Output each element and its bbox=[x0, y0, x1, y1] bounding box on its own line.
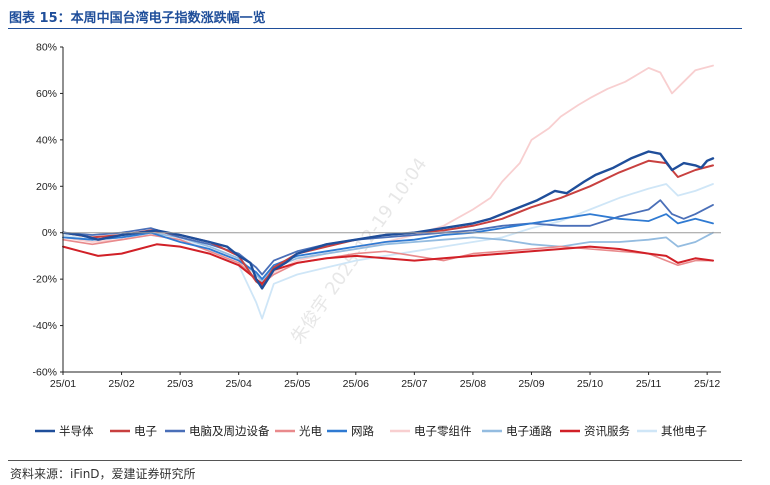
x-tick-label: 25/01 bbox=[50, 378, 76, 390]
y-tick-label: 20% bbox=[36, 181, 57, 193]
axes: 80% 60% 40% 20% 0% -20% -40% -60%25/01 25/02 25/0… bbox=[32, 42, 721, 390]
legend-label-5: 电子零组件 bbox=[414, 424, 472, 438]
x-tick-label: 25/04 bbox=[226, 378, 252, 390]
y-tick-label: -40% bbox=[32, 320, 57, 332]
series-line-2 bbox=[62, 199, 714, 276]
series-line-0 bbox=[61, 150, 715, 290]
x-tick-label: 25/07 bbox=[401, 378, 427, 390]
legend-label-1: 电子 bbox=[134, 424, 157, 438]
series-line-4 bbox=[62, 213, 714, 280]
legend-label-8: 其他电子 bbox=[661, 424, 707, 438]
y-tick-label: 40% bbox=[36, 134, 57, 146]
x-tick-label: 25/10 bbox=[577, 378, 603, 390]
x-tick-label: 25/09 bbox=[518, 378, 544, 390]
x-tick-label: 25/02 bbox=[108, 378, 134, 390]
title-divider bbox=[8, 28, 742, 29]
series-line-6 bbox=[62, 231, 714, 283]
series-lines bbox=[61, 64, 715, 320]
source-divider bbox=[8, 460, 742, 461]
series-line-7 bbox=[62, 243, 714, 285]
legend: 半导体 电子 电脑及周边设备 光电 网路 电子零组件 电子通路 资讯服务 其他电子 bbox=[35, 424, 707, 438]
legend-label-6: 电子通路 bbox=[506, 424, 552, 438]
y-tick-label: 80% bbox=[36, 42, 57, 54]
legend-label-7: 资讯服务 bbox=[584, 424, 630, 438]
legend-label-0: 半导体 bbox=[59, 424, 94, 438]
legend-label-4: 网路 bbox=[351, 424, 374, 438]
chart-title: 图表 15：本周中国台湾电子指数涨跌幅一览 bbox=[9, 11, 266, 26]
legend-label-3: 光电 bbox=[299, 424, 322, 438]
y-tick-label: 60% bbox=[36, 88, 57, 100]
series-line-5 bbox=[62, 64, 714, 287]
legend-label-2: 电脑及周边设备 bbox=[189, 424, 270, 438]
x-tick-label: 25/11 bbox=[636, 378, 662, 390]
x-tick-label: 25/05 bbox=[284, 378, 310, 390]
source-note: 资料来源：iFinD，爱建证券研究所 bbox=[10, 467, 196, 481]
x-tick-label: 25/06 bbox=[343, 378, 369, 390]
y-tick-label: -60% bbox=[32, 367, 57, 379]
x-tick-label: 25/12 bbox=[694, 378, 720, 390]
y-tick-label: -20% bbox=[32, 274, 57, 286]
x-tick-label: 25/03 bbox=[167, 378, 193, 390]
x-tick-label: 25/08 bbox=[460, 378, 486, 390]
y-tick-label: 0% bbox=[42, 227, 57, 239]
